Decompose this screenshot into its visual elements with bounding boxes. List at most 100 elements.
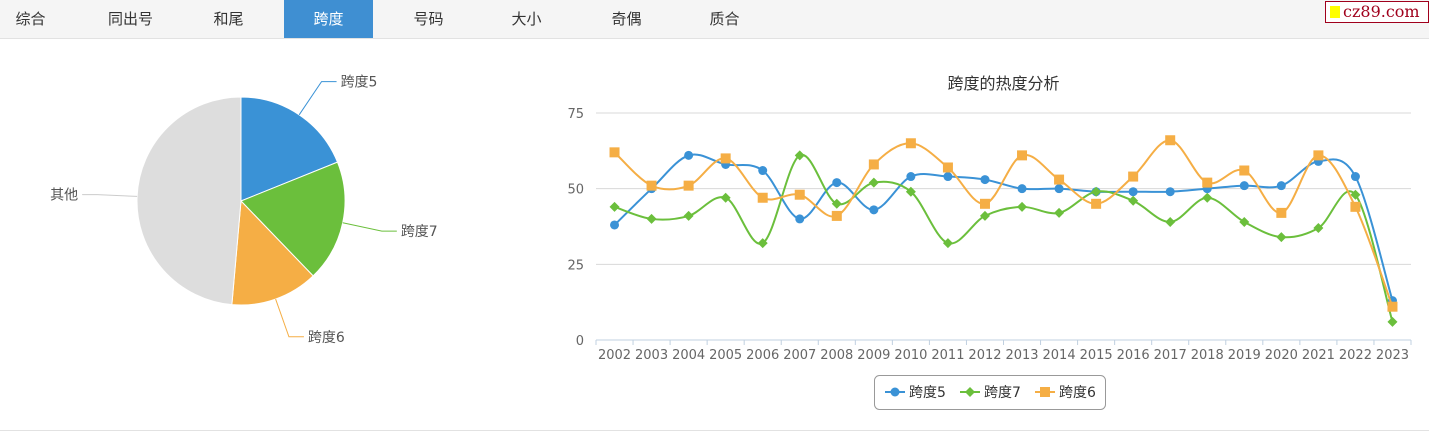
data-point — [1313, 223, 1324, 234]
tab-hewei[interactable]: 和尾 — [213, 10, 244, 28]
data-point — [1387, 316, 1398, 327]
data-point — [1239, 181, 1249, 191]
data-point — [1350, 172, 1360, 182]
x-tick-label: 2008 — [820, 348, 853, 363]
data-point — [720, 192, 731, 203]
data-point — [795, 214, 805, 224]
data-point — [757, 238, 768, 249]
site-logo[interactable]: cz89.com — [1325, 1, 1429, 23]
data-point — [869, 205, 879, 215]
chart-title: 跨度的热度分析 — [947, 74, 1059, 93]
x-tick-label: 2014 — [1043, 348, 1076, 363]
data-point — [905, 138, 916, 149]
pie-chart: 跨度5 跨度7 跨度6 其他 — [50, 75, 438, 346]
data-point — [1017, 184, 1027, 194]
pie-slice — [240, 161, 346, 277]
data-point — [683, 210, 694, 221]
data-point — [610, 220, 620, 230]
y-tick-label: 0 — [576, 334, 584, 349]
legend-marker — [890, 387, 900, 397]
data-point — [1239, 216, 1250, 227]
pie-slice — [240, 96, 339, 202]
data-point — [1276, 181, 1286, 191]
pie-connector — [82, 194, 138, 197]
legend-marker — [965, 387, 975, 397]
pie-label: 跨度7 — [401, 224, 438, 240]
legend: 跨度5 跨度7 跨度6 — [874, 375, 1106, 410]
legend-box — [874, 375, 1106, 410]
data-point — [1128, 171, 1139, 182]
legend-label: 跨度6 — [1059, 385, 1096, 401]
tab-tongchuhao[interactable]: 同出号 — [107, 10, 153, 28]
data-point — [1202, 192, 1213, 203]
data-point — [868, 177, 879, 188]
pie-connector — [342, 222, 397, 232]
tab-kuadu[interactable]: 跨度 — [284, 0, 373, 38]
data-point — [831, 198, 842, 209]
tab-haoma[interactable]: 号码 — [413, 10, 444, 28]
data-point — [1276, 207, 1287, 218]
data-point — [1165, 187, 1175, 197]
x-tick-label: 2023 — [1376, 348, 1409, 363]
data-point — [684, 150, 694, 160]
divider — [0, 430, 1429, 431]
data-point — [1313, 150, 1324, 161]
tab-bar: 综合 同出号 和尾 跨度 号码 大小 奇偶 质合 — [0, 0, 1429, 39]
data-point — [868, 159, 879, 170]
series-line — [613, 153, 1394, 301]
data-point — [942, 162, 953, 173]
data-point — [831, 210, 842, 221]
data-point — [905, 186, 916, 197]
x-tick-label: 2020 — [1265, 348, 1298, 363]
data-point — [683, 180, 694, 191]
pie-label: 跨度5 — [341, 75, 378, 91]
data-point — [1350, 201, 1361, 212]
data-point — [794, 150, 805, 161]
tab-daxiao[interactable]: 大小 — [511, 10, 542, 28]
x-tick-label: 2006 — [746, 348, 779, 363]
data-point — [794, 189, 805, 200]
data-point — [1165, 135, 1176, 146]
x-tick-label: 2007 — [783, 348, 816, 363]
data-point — [979, 210, 990, 221]
data-point — [1017, 150, 1028, 161]
x-tick-label: 2005 — [709, 348, 742, 363]
logo-square-icon — [1330, 6, 1340, 18]
data-point — [720, 153, 731, 164]
pie-slice — [136, 96, 242, 306]
data-point — [1054, 174, 1065, 185]
data-point — [942, 238, 953, 249]
data-point — [757, 192, 768, 203]
data-point — [1054, 207, 1065, 218]
x-tick-label: 2016 — [1117, 348, 1150, 363]
x-tick-label: 2003 — [635, 348, 668, 363]
x-tick-label: 2004 — [672, 348, 705, 363]
y-tick-label: 75 — [567, 107, 584, 122]
data-point — [1128, 195, 1139, 206]
pie-connector — [298, 81, 337, 116]
data-point — [1091, 198, 1102, 209]
x-tick-label: 2019 — [1228, 348, 1261, 363]
data-point — [646, 180, 657, 191]
y-tick-label: 25 — [567, 258, 584, 273]
pie-label: 跨度6 — [308, 330, 345, 346]
data-point — [980, 175, 990, 185]
pie-label: 其他 — [50, 188, 78, 204]
data-point — [906, 172, 916, 182]
x-tick-label: 2011 — [931, 348, 964, 363]
data-point — [1276, 232, 1287, 243]
tab-zhihe[interactable]: 质合 — [709, 10, 740, 28]
legend-label: 跨度5 — [909, 385, 946, 401]
line-chart: 跨度的热度分析 0 25 50 75 2002 2003 2004 2005 2006 2007 20… — [567, 74, 1412, 410]
data-point — [979, 198, 990, 209]
pie-connector — [275, 298, 304, 338]
x-tick-label: 2013 — [1005, 348, 1038, 363]
tab-jiou[interactable]: 奇偶 — [611, 10, 642, 28]
data-point — [1128, 187, 1138, 197]
tab-zonghe[interactable]: 综合 — [15, 10, 46, 28]
data-point — [1054, 184, 1064, 194]
x-tick-label: 2015 — [1080, 348, 1113, 363]
x-tick-label: 2002 — [598, 348, 631, 363]
data-point — [609, 147, 620, 158]
data-point — [1350, 189, 1361, 200]
